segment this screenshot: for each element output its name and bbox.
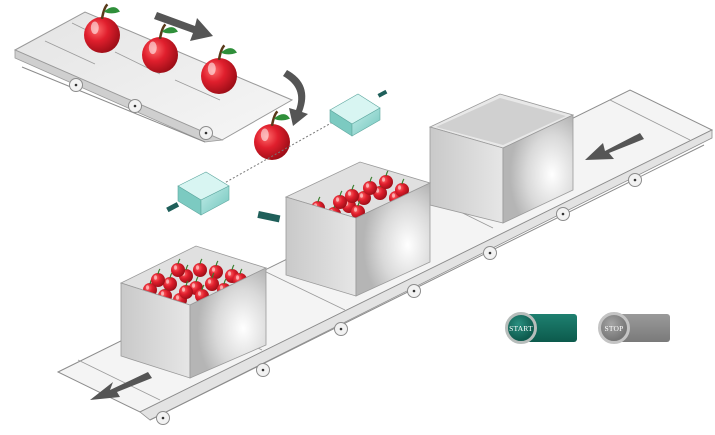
drop-arrow-icon — [283, 70, 308, 126]
sensor-beam — [211, 121, 334, 191]
roller — [69, 78, 83, 92]
roller — [407, 284, 421, 298]
roller — [334, 322, 348, 336]
stop-button-label: STOP — [604, 323, 624, 333]
apple-3 — [199, 44, 239, 96]
apple-1 — [82, 3, 122, 55]
roller — [128, 99, 142, 113]
sensor-emitter — [166, 171, 230, 216]
roller — [556, 207, 570, 221]
upper-conveyor — [13, 11, 294, 143]
roller — [628, 173, 642, 187]
roller — [483, 246, 497, 260]
stop-button-cap[interactable]: STOP — [598, 312, 630, 344]
fill-nozzle — [257, 210, 281, 223]
start-button-cap[interactable]: START — [505, 312, 537, 344]
apple-2 — [140, 23, 180, 75]
roller — [156, 411, 170, 425]
start-button-label: START — [509, 323, 533, 333]
sensor-receiver — [329, 89, 388, 137]
crate-empty-right — [428, 93, 575, 224]
roller — [256, 363, 270, 377]
input-arrow-icon — [585, 133, 644, 160]
crate-full-left — [119, 245, 268, 379]
stop-button[interactable]: STOP — [598, 312, 670, 344]
start-button[interactable]: START — [505, 312, 577, 344]
output-arrow-icon — [90, 372, 152, 400]
roller — [199, 126, 213, 140]
crate-filling-center — [284, 161, 432, 297]
direction-arrow-icon — [154, 12, 213, 41]
